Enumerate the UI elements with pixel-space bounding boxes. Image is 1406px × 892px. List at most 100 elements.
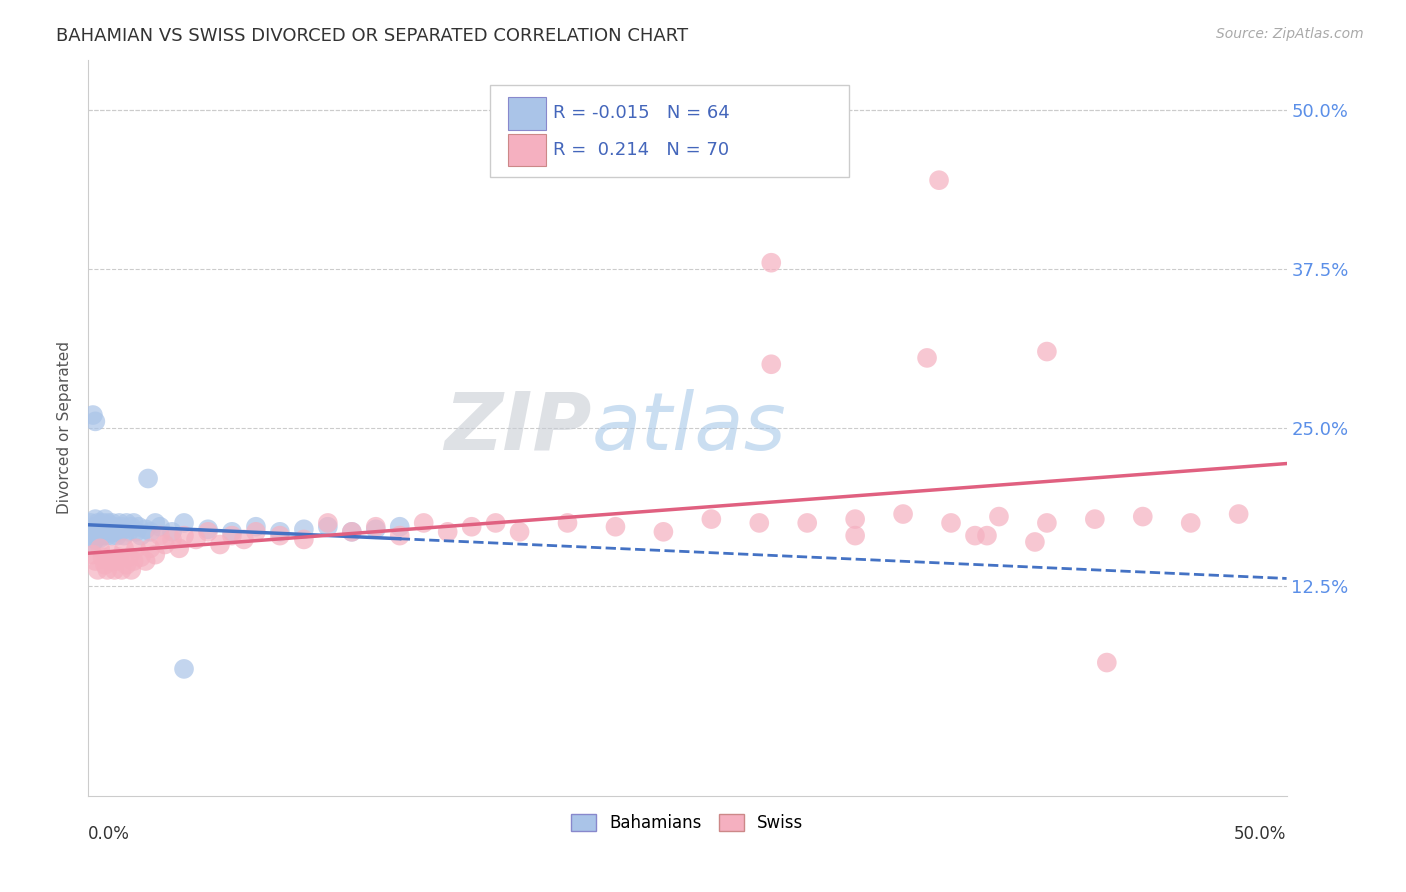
Point xyxy=(101,516,124,530)
Point xyxy=(891,507,914,521)
Point xyxy=(1227,507,1250,521)
Point xyxy=(939,516,962,530)
Point xyxy=(84,520,107,534)
Point xyxy=(844,512,866,526)
Point xyxy=(135,554,157,568)
Point xyxy=(364,522,387,536)
Point xyxy=(87,522,110,536)
Point xyxy=(96,522,118,536)
Point xyxy=(173,662,195,676)
Point xyxy=(120,563,142,577)
Point xyxy=(103,520,125,534)
Point xyxy=(87,524,110,539)
Point xyxy=(125,541,148,556)
Point xyxy=(143,548,166,562)
Text: BAHAMIAN VS SWISS DIVORCED OR SEPARATED CORRELATION CHART: BAHAMIAN VS SWISS DIVORCED OR SEPARATED … xyxy=(56,27,689,45)
Point xyxy=(94,512,117,526)
Point xyxy=(105,528,128,542)
Point xyxy=(122,554,145,568)
Point xyxy=(103,524,125,539)
Point xyxy=(160,533,183,547)
Point xyxy=(173,528,195,542)
Point xyxy=(149,520,172,534)
Point xyxy=(94,520,117,534)
Point xyxy=(84,533,107,547)
Text: atlas: atlas xyxy=(592,389,786,467)
Point xyxy=(98,520,121,534)
Text: R = -0.015   N = 64: R = -0.015 N = 64 xyxy=(553,104,730,122)
Point xyxy=(460,520,482,534)
Point xyxy=(136,471,159,485)
Point xyxy=(79,528,101,542)
Point xyxy=(111,520,134,534)
Point xyxy=(197,522,219,536)
Point xyxy=(139,524,162,539)
Point xyxy=(103,563,125,577)
Point xyxy=(96,516,118,530)
Point xyxy=(94,558,117,572)
Point xyxy=(125,524,148,539)
Point xyxy=(143,516,166,530)
Point xyxy=(101,548,124,562)
Point xyxy=(118,550,141,565)
Point xyxy=(94,524,117,539)
Point xyxy=(976,528,998,542)
Point xyxy=(928,173,950,187)
Point xyxy=(84,528,107,542)
Point xyxy=(115,558,138,572)
Point xyxy=(485,516,508,530)
Point xyxy=(108,516,131,530)
Point xyxy=(84,414,107,428)
Point xyxy=(221,524,243,539)
Point xyxy=(96,528,118,542)
Text: 50.0%: 50.0% xyxy=(1234,825,1286,843)
Point xyxy=(98,554,121,568)
Point xyxy=(269,528,291,542)
Point xyxy=(122,516,145,530)
Point xyxy=(748,516,770,530)
Point xyxy=(292,522,315,536)
Point xyxy=(245,520,267,534)
Point xyxy=(91,528,114,542)
Point xyxy=(84,512,107,526)
Point xyxy=(844,528,866,542)
Point xyxy=(1036,344,1059,359)
Point xyxy=(82,548,104,562)
Point xyxy=(233,533,256,547)
Point xyxy=(963,528,986,542)
Point xyxy=(82,535,104,549)
Point xyxy=(118,524,141,539)
Point xyxy=(509,524,531,539)
Point xyxy=(149,528,172,542)
Point xyxy=(82,522,104,536)
Point xyxy=(105,522,128,536)
Point xyxy=(208,537,231,551)
FancyBboxPatch shape xyxy=(508,134,546,166)
Point xyxy=(316,516,339,530)
Point xyxy=(105,554,128,568)
Point xyxy=(761,357,783,371)
Point xyxy=(153,537,176,551)
Point xyxy=(173,516,195,530)
Point xyxy=(111,563,134,577)
Point xyxy=(89,520,111,534)
Point xyxy=(87,516,110,530)
Point xyxy=(1084,512,1107,526)
Point xyxy=(96,563,118,577)
Point xyxy=(269,524,291,539)
FancyBboxPatch shape xyxy=(508,97,546,129)
Point xyxy=(316,520,339,534)
Text: Source: ZipAtlas.com: Source: ZipAtlas.com xyxy=(1216,27,1364,41)
Point xyxy=(91,550,114,565)
Point xyxy=(108,524,131,539)
Point xyxy=(340,524,363,539)
Point xyxy=(87,563,110,577)
Point xyxy=(340,524,363,539)
Point xyxy=(987,509,1010,524)
Point xyxy=(108,550,131,565)
Point xyxy=(112,528,135,542)
FancyBboxPatch shape xyxy=(489,86,849,178)
Point xyxy=(135,522,157,536)
Point xyxy=(1036,516,1059,530)
Point xyxy=(127,520,149,534)
